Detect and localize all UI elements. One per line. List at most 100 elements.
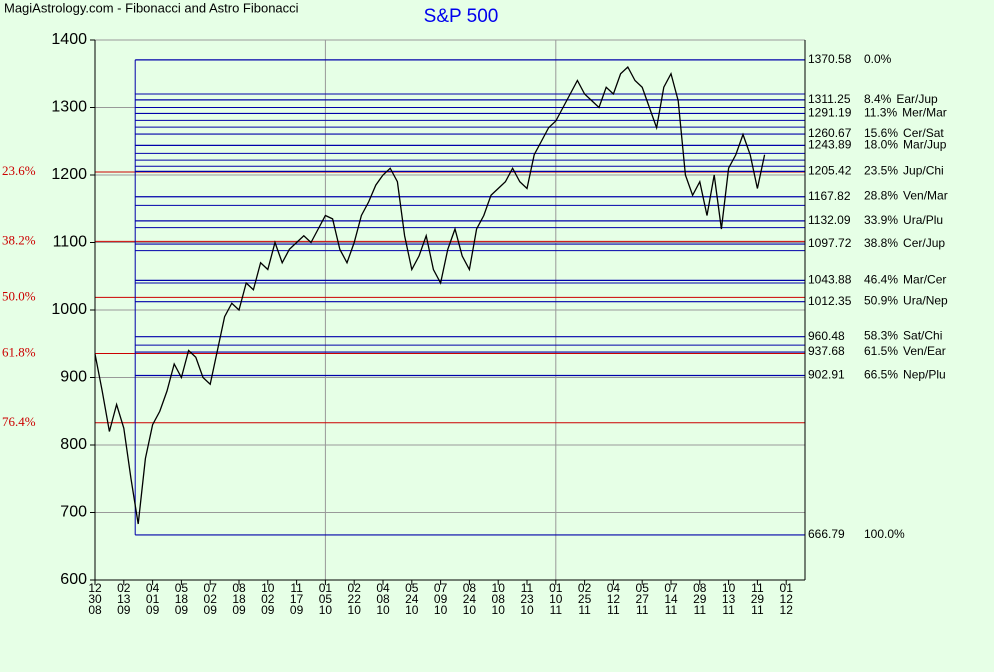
x-tick-label: 08 (88, 603, 102, 617)
y-tick-label: 1000 (51, 301, 87, 318)
price-line (94, 65, 766, 525)
level-pct: 28.8% (864, 189, 898, 203)
x-tick-label: 11 (665, 603, 678, 617)
level-value: 1311.25 (808, 92, 851, 106)
x-tick-label: 07 (434, 581, 448, 595)
level-label: 38.8% Cer/Jup (864, 236, 945, 250)
y-tick-label: 600 (60, 571, 87, 588)
x-tick-label: 01 (146, 592, 160, 606)
level-pct: 18.0% (864, 138, 898, 152)
x-tick-label: 02 (204, 592, 218, 606)
level-label: 58.3% Sat/Chi (864, 329, 942, 343)
x-tick-label: 12 (780, 592, 794, 606)
level-name: Ven/Ear (903, 344, 946, 358)
level-value: 1167.82 (808, 189, 851, 203)
x-tick-label: 01 (319, 581, 333, 595)
x-tick-label: 10 (549, 592, 563, 606)
level-label: 23.5% Jup/Chi (864, 164, 944, 178)
level-name: Ven/Mar (903, 189, 948, 203)
x-tick-label: 29 (693, 592, 707, 606)
x-tick-label: 05 (319, 592, 333, 606)
level-pct: 38.8% (864, 236, 898, 250)
level-pct: 8.4% (864, 92, 892, 106)
level-name: Mar/Jup (903, 138, 947, 152)
x-tick-label: 08 (376, 592, 390, 606)
level-pct: 0.0% (864, 52, 892, 66)
level-pct: 66.5% (864, 368, 898, 382)
x-tick-label: 10 (463, 603, 477, 617)
x-tick-label: 08 (463, 581, 477, 595)
x-tick-label: 09 (175, 603, 189, 617)
x-tick-label: 17 (290, 592, 304, 606)
chart-title: S&P 500 (424, 6, 499, 27)
x-tick-label: 02 (117, 581, 131, 595)
x-tick-label: 12 (607, 592, 621, 606)
x-tick-label: 08 (492, 592, 506, 606)
level-label: 66.5% Nep/Plu (864, 368, 946, 382)
x-tick-label: 22 (348, 592, 362, 606)
level-name: Nep/Plu (903, 368, 946, 382)
level-pct: 23.5% (864, 164, 898, 178)
x-tick-label: 10 (376, 603, 390, 617)
level-label: 18.0% Mar/Jup (864, 138, 947, 152)
x-tick-label: 09 (261, 603, 275, 617)
x-tick-label: 08 (693, 581, 707, 595)
x-tick-label: 13 (117, 592, 131, 606)
level-label: 0.0% (864, 52, 892, 66)
x-tick-label: 30 (88, 592, 102, 606)
x-tick-label: 25 (578, 592, 592, 606)
x-tick-label: 10 (261, 581, 275, 595)
fib-label: 50.0% (2, 288, 36, 303)
x-tick-label: 10 (722, 581, 736, 595)
level-name: Mar/Cer (903, 273, 946, 287)
level-pct: 100.0% (864, 527, 905, 541)
y-tick-label: 1200 (51, 166, 87, 183)
level-label: 11.3% Mer/Mar (864, 106, 947, 120)
x-tick-label: 05 (405, 581, 419, 595)
level-label: 33.9% Ura/Plu (864, 213, 943, 227)
level-label: 15.6% Cer/Sat (864, 126, 944, 140)
x-tick-label: 10 (492, 581, 506, 595)
x-tick-label: 11 (550, 603, 563, 617)
level-name: Cer/Jup (903, 236, 945, 250)
x-tick-label: 14 (664, 592, 678, 606)
level-name: Cer/Sat (903, 126, 944, 140)
x-tick-label: 11 (751, 603, 764, 617)
x-tick-label: 11 (607, 603, 620, 617)
level-label: 50.9% Ura/Nep (864, 294, 948, 308)
x-tick-label: 18 (232, 592, 246, 606)
level-label: 28.8% Ven/Mar (864, 189, 948, 203)
x-tick-label: 07 (664, 581, 678, 595)
x-tick-label: 10 (319, 603, 333, 617)
fib-label: 76.4% (2, 414, 36, 429)
level-value: 1243.89 (808, 138, 852, 152)
x-tick-label: 11 (694, 603, 707, 617)
x-tick-label: 09 (290, 603, 304, 617)
x-tick-label: 11 (636, 603, 649, 617)
x-tick-label: 10 (520, 603, 534, 617)
x-tick-label: 05 (636, 581, 650, 595)
x-tick-label: 11 (578, 603, 591, 617)
level-value: 1043.88 (808, 273, 852, 287)
level-pct: 50.9% (864, 294, 898, 308)
y-tick-label: 1100 (53, 234, 88, 251)
x-tick-label: 12 (88, 581, 102, 595)
x-tick-label: 11 (751, 581, 764, 595)
fib-label: 38.2% (2, 232, 36, 247)
y-tick-label: 900 (60, 369, 87, 386)
level-value: 1097.72 (808, 236, 852, 250)
level-value: 1132.09 (808, 213, 851, 227)
y-tick-label: 800 (60, 436, 87, 453)
level-value: 1012.35 (808, 294, 852, 308)
x-tick-label: 05 (175, 581, 189, 595)
level-value: 1370.58 (808, 52, 852, 66)
level-name: Mer/Mar (902, 106, 947, 120)
x-tick-label: 04 (607, 581, 621, 595)
level-name: Sat/Chi (903, 329, 942, 343)
x-tick-label: 09 (117, 603, 131, 617)
x-tick-label: 11 (521, 581, 534, 595)
fib-label: 23.6% (2, 163, 36, 178)
y-tick-label: 700 (60, 504, 87, 521)
level-pct: 58.3% (864, 329, 898, 343)
